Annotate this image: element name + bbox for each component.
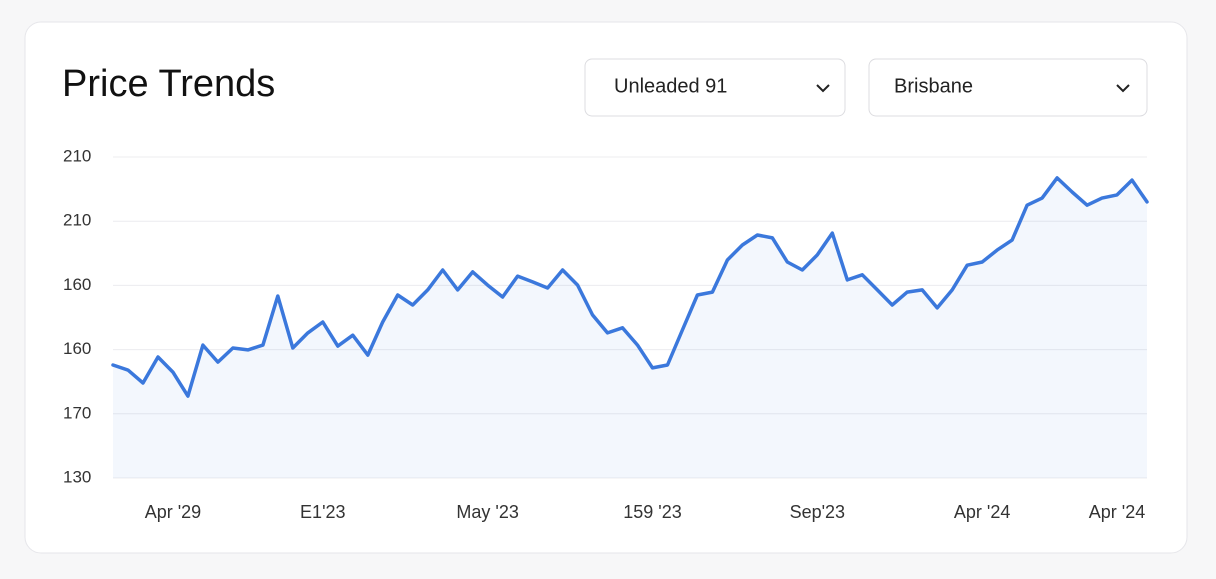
y-tick-label: 160: [63, 275, 91, 294]
card: [24, 21, 1188, 554]
area: [113, 177, 1147, 478]
dropdown-label[interactable]: Unleaded 91: [614, 75, 727, 97]
chart-title: Price Trends: [62, 63, 275, 105]
x-tick-label: Apr '29: [145, 502, 201, 522]
y-tick-label: 170: [63, 403, 91, 422]
y-tick-label: 160: [63, 339, 91, 358]
y-tick-label: 210: [63, 211, 91, 230]
dropdown-box[interactable]: [584, 58, 846, 117]
chevron[interactable]: [816, 84, 830, 93]
fuel-dropdown[interactable]: Unleaded 91: [584, 58, 846, 117]
dropdown-label[interactable]: Brisbane: [894, 75, 973, 97]
x-tick-label: 159 '23: [623, 502, 682, 522]
plot: 130 170 160 160 210 210 Apr '29 E1'23 May '23 159…: [63, 146, 1149, 522]
y-tick-label: 130: [63, 467, 91, 486]
x-tick-label: Apr '24: [1089, 502, 1145, 522]
x-tick-label: E1'23: [300, 502, 345, 522]
dropdown-box[interactable]: [868, 58, 1148, 117]
x-tick-label: May '23: [456, 502, 518, 522]
chevron[interactable]: [1116, 84, 1130, 93]
city-dropdown[interactable]: Brisbane: [868, 58, 1148, 117]
x-tick-label: Sep'23: [790, 502, 846, 522]
x-tick-label: Apr '24: [954, 502, 1010, 522]
y-tick-label: 210: [63, 146, 91, 165]
line: [111, 176, 1149, 398]
